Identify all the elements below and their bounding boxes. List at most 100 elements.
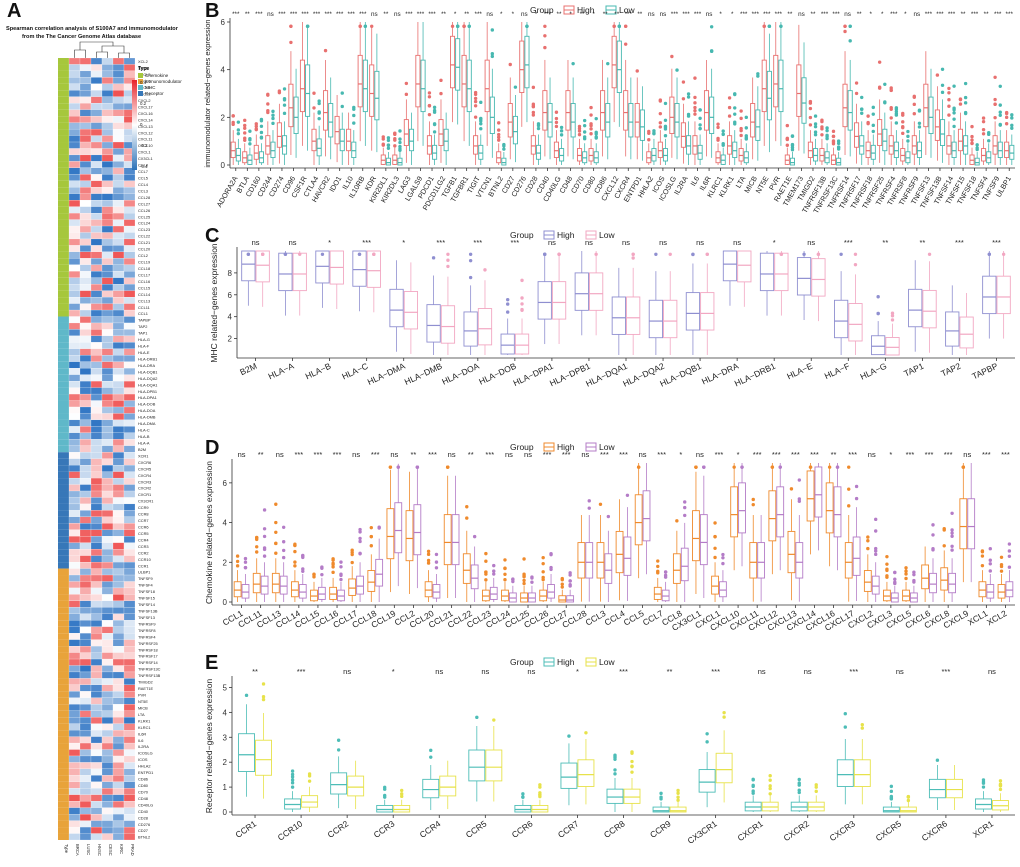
heatmap-cell: [90, 549, 103, 556]
significance-label: **: [919, 238, 925, 247]
box-high: [787, 487, 796, 601]
box-high: [882, 784, 900, 813]
heatmap-cell: [101, 484, 114, 492]
heatmap-cell: [101, 439, 114, 446]
heatmap-type-cell: [58, 827, 69, 834]
box-high: [230, 114, 236, 165]
heatmap-cell: [79, 264, 92, 272]
heatmap-cell: [90, 348, 103, 356]
outlier-point: [484, 570, 488, 574]
box-high: [877, 60, 883, 163]
heatmap-cell: [79, 251, 92, 259]
heatmap-cell: [90, 490, 103, 498]
heatmap-cell: [123, 626, 136, 634]
outlier-point: [663, 570, 668, 574]
box-low: [974, 143, 980, 166]
x-tick-label: HLA−DOB: [477, 361, 518, 387]
outlier-point: [656, 564, 660, 569]
heatmap-cell: [101, 419, 114, 427]
box-high: [438, 78, 444, 163]
box-low: [616, 22, 622, 127]
outlier-point: [797, 499, 802, 503]
heatmap-cell: [101, 57, 114, 65]
outlier-point: [271, 109, 275, 114]
outlier-point: [538, 783, 542, 787]
heatmap-cell: [79, 322, 92, 330]
heatmap-row-label: CCL19: [138, 260, 150, 265]
outlier-point: [676, 788, 680, 793]
outlier-point: [612, 24, 616, 28]
color-scale-tick: 0.4: [140, 80, 147, 85]
heatmap-row-label: HLA-DQB1: [138, 369, 157, 374]
heatmap-cell: [101, 116, 114, 123]
heatmap-type-cell: [58, 691, 69, 698]
heatmap-cell: [90, 445, 103, 453]
outlier-point: [675, 519, 679, 523]
y-tick-label: 8: [228, 269, 233, 278]
outlier-point: [808, 106, 813, 111]
outlier-point: [606, 514, 611, 519]
outlier-point: [541, 575, 545, 580]
significance-label: *: [512, 11, 515, 18]
outlier-point: [271, 116, 275, 121]
heatmap-cell: [79, 536, 92, 543]
heatmap-cell: [90, 161, 103, 168]
outlier-point: [659, 795, 663, 799]
outlier-point: [681, 97, 686, 101]
box-high: [928, 758, 946, 811]
heatmap-cell: [101, 271, 114, 278]
heatmap-cell: [101, 238, 114, 246]
heatmap-cell: [68, 116, 81, 123]
heatmap-type-cell: [58, 271, 69, 278]
heatmap-column-labels: Type BRCA LUSC HNSC CESC KIRC PRAD: [64, 844, 135, 856]
box-low: [916, 108, 922, 165]
outlier-point: [860, 111, 864, 115]
heatmap-cell: [123, 258, 136, 265]
heatmap-row-label: HLA-DOB: [138, 402, 156, 407]
heatmap-cell: [101, 128, 114, 136]
heatmap-cell: [101, 393, 114, 401]
significance-label: ***: [821, 11, 829, 18]
significance-label: **: [637, 11, 642, 18]
heatmap-cell: [123, 516, 136, 524]
heatmap-cell: [101, 83, 114, 91]
heatmap-cell: [112, 503, 125, 511]
heatmap-row-label: TNFRSF4: [138, 634, 156, 639]
outlier-point: [439, 78, 443, 83]
box-high: [577, 515, 586, 602]
box-low: [885, 311, 900, 356]
heatmap-cell: [90, 251, 103, 259]
heatmap-type-cell: [58, 710, 69, 718]
significance-label: **: [831, 450, 837, 459]
heatmap-cell: [68, 678, 81, 685]
box-low: [697, 108, 703, 165]
heatmap-cell: [112, 633, 125, 640]
heatmap-cell: [90, 510, 103, 517]
box-low: [639, 86, 645, 161]
outlier-point: [317, 99, 321, 103]
heatmap-type-cell: [58, 381, 69, 388]
heatmap-cell: [112, 788, 125, 795]
heatmap-cell: [68, 303, 81, 311]
heatmap-row-label: CXCR6: [138, 460, 151, 465]
outlier-point: [770, 465, 775, 469]
outlier-point: [981, 132, 986, 136]
outlier-point: [520, 302, 524, 306]
heatmap-row-label: CXCL2: [138, 98, 151, 103]
outlier-point: [901, 120, 905, 124]
heatmap-cell: [90, 607, 103, 614]
heatmap-cell: [79, 820, 92, 828]
box-high: [1004, 110, 1010, 165]
outlier-point: [505, 302, 510, 306]
outlier-point: [947, 97, 951, 102]
heatmap-type-cell: [58, 620, 69, 627]
box-low: [738, 463, 746, 567]
significance-label: **: [984, 11, 989, 18]
significance-label: ***: [619, 450, 628, 459]
outlier-point: [940, 67, 945, 71]
significance-label: *: [328, 238, 331, 247]
box-high: [727, 96, 733, 165]
heatmap-type-cell: [58, 193, 69, 201]
